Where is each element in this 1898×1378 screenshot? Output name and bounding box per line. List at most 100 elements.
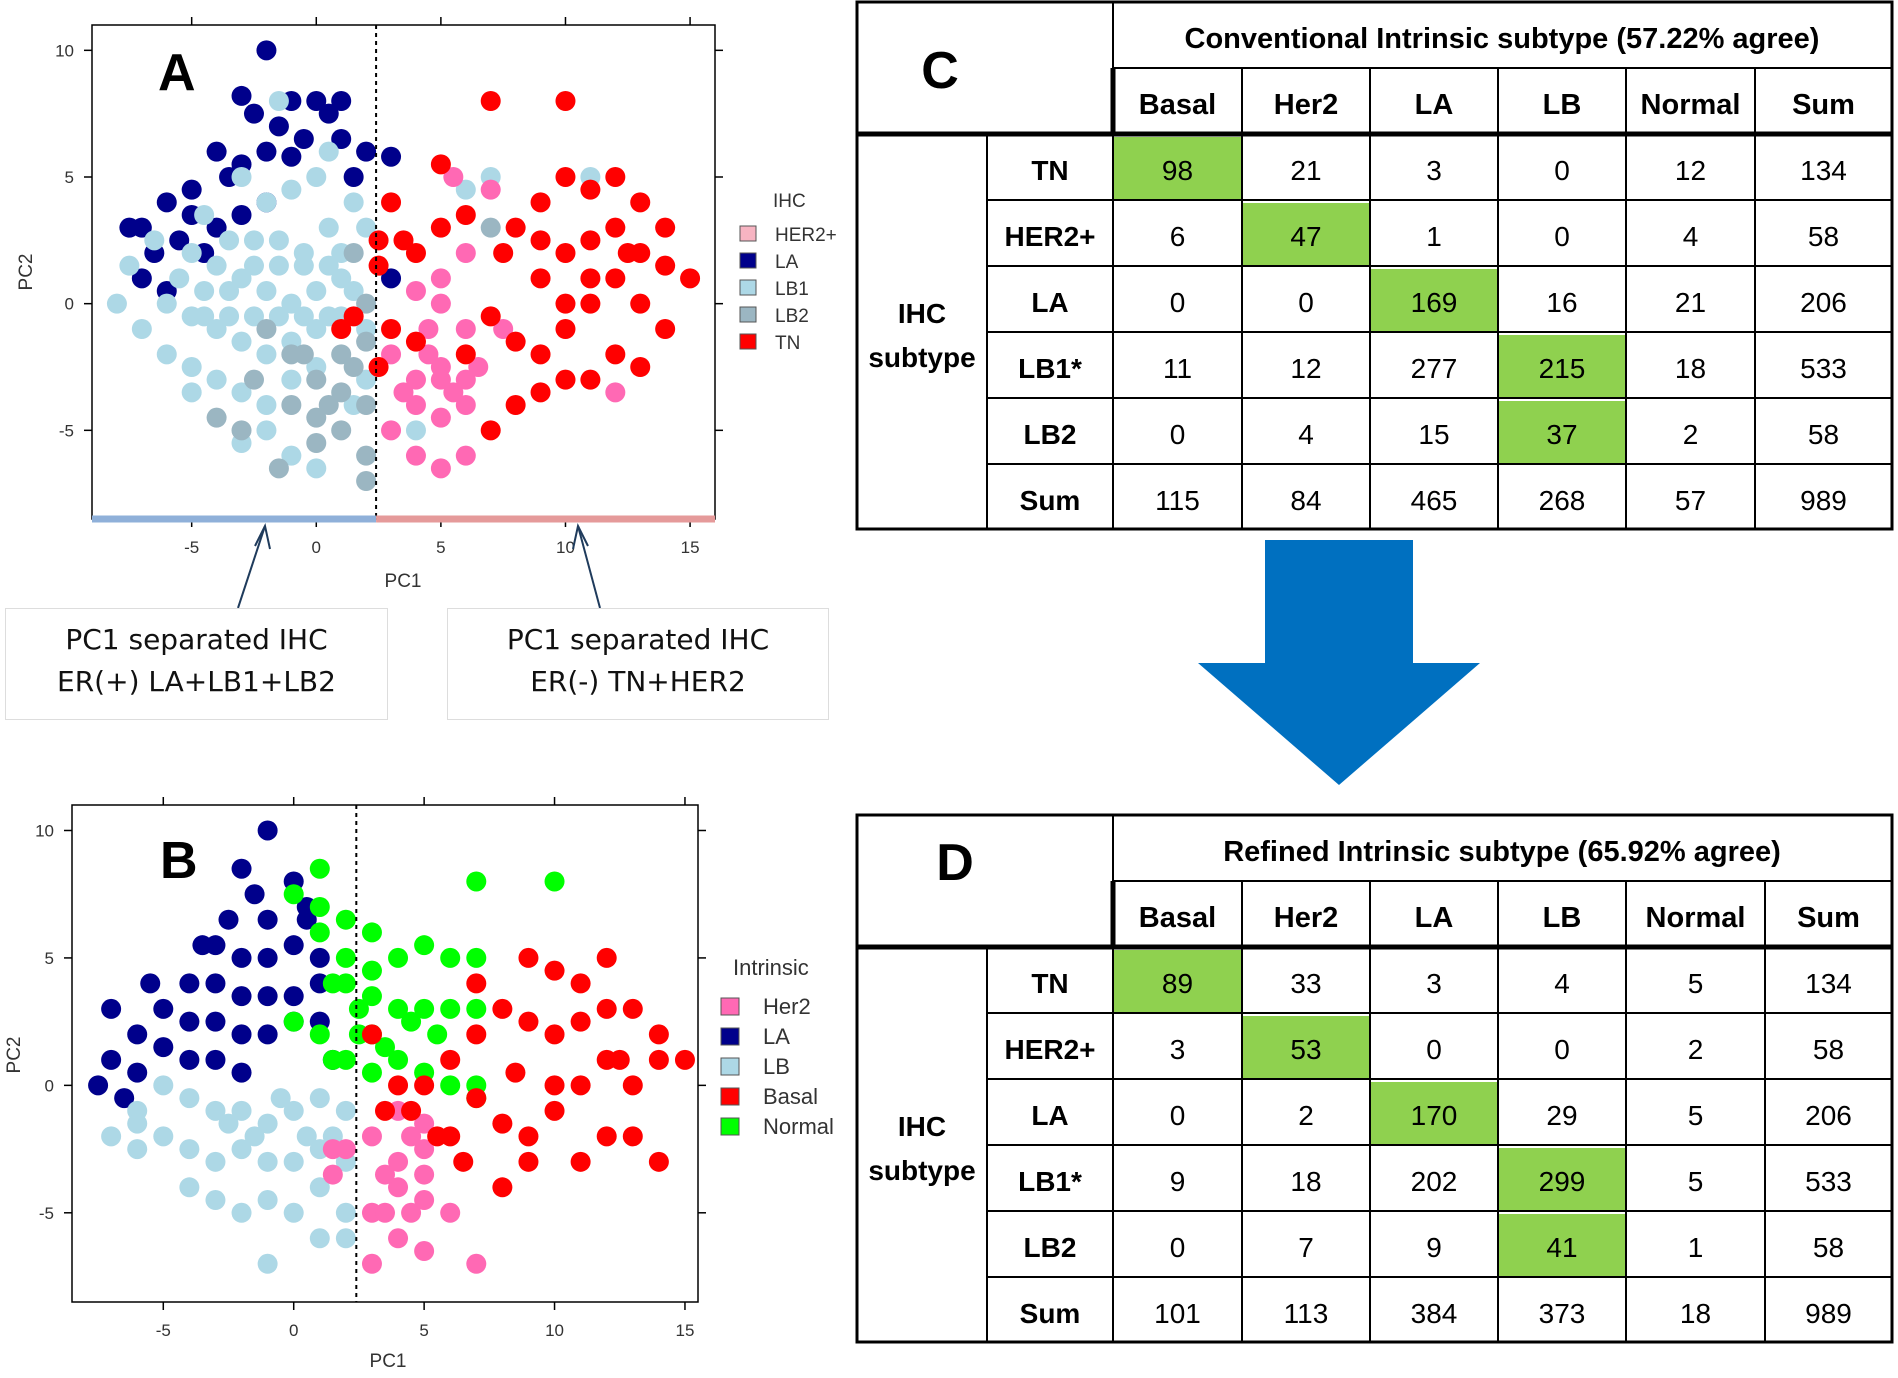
point-tn-46 [580,268,601,289]
x-tick-label-2: 5 [436,538,445,557]
panel-a-legend-swatch-la [739,252,757,269]
td-cell-2-5: 206 [1805,1100,1852,1131]
point-lb-33 [296,1126,317,1147]
point-lb-20 [205,1190,226,1211]
point-la-9 [257,947,278,968]
point-lb1-18 [256,344,277,365]
point-her2plus-12 [430,458,451,479]
point-normal-14 [348,998,369,1019]
point-lb1-45 [306,458,327,479]
td-cell-4-0: 0 [1170,1232,1186,1263]
x-tick-label-4: 15 [681,538,700,557]
point-normal-3 [283,884,304,905]
point-normal-5 [335,909,356,930]
panel-b-legend-label-lb: LB [763,1054,790,1079]
point-lb1-7 [181,243,202,263]
panel-b-legend-swatch-basal [720,1087,740,1106]
tc-highlight-cell-0-0 [1114,137,1241,201]
point-her2plus-3 [455,369,476,390]
point-la-5 [257,909,278,930]
point-basal-18 [622,1126,643,1147]
tc-row-label-3: LB1* [1018,353,1082,384]
y-tick-label-2: 5 [65,168,74,187]
point-la-25 [127,1024,148,1045]
point-her2plus-10 [381,420,402,441]
point-normal-6 [361,922,382,943]
point-lb1-20 [306,319,327,339]
point-la-27 [179,1049,200,1070]
td-cell-4-1: 7 [1298,1232,1314,1263]
panel-b-legend: Her2 LA LB Basal Normal [720,994,834,1139]
point-la-37 [192,935,213,956]
point-tn-44 [630,357,651,377]
tc-cell-1-2: 1 [1426,221,1442,252]
point-lb1-26 [231,382,252,403]
point-lb1-24 [181,357,202,377]
point-her2plus-0 [381,344,402,365]
td-row-label-3: LB1* [1018,1166,1082,1197]
tc-cell-3-2: 277 [1411,353,1458,384]
point-normal-25 [440,1075,461,1096]
td-cell-0-3: 4 [1554,968,1570,999]
table-d: D Refined Intrinsic subtype (65.92% agre… [855,813,1894,1344]
point-lb2-6 [306,407,327,428]
point-lb1-54 [219,306,240,327]
point-her2-8 [388,1228,409,1249]
point-her2-18 [401,1202,422,1223]
point-la-29 [343,167,364,187]
point-normal-8 [361,960,382,981]
point-basal-15 [544,1024,565,1045]
point-lb2-15 [343,243,364,263]
point-la-30 [181,179,202,200]
point-her2plus-16 [405,281,426,301]
tc-cell-5-4: 57 [1675,485,1706,516]
point-tn-41 [555,369,576,390]
td-cell-2-4: 5 [1688,1100,1704,1131]
tc-cell-1-0: 6 [1170,221,1186,252]
panel-b-legend-swatch-her2 [720,997,740,1016]
point-her2-11 [466,1253,487,1274]
y-tick-label-3: 10 [55,41,74,60]
point-her2-10 [361,1253,382,1274]
tc-cell-2-2: 169 [1411,287,1458,318]
tc-cell-2-0: 0 [1170,287,1186,318]
tc-cell-0-5: 134 [1800,155,1847,186]
point-normal-16 [388,998,409,1019]
point-her2plus-6 [455,395,476,415]
y-tick-label-1: 0 [45,1076,54,1095]
point-tn-42 [405,331,426,352]
tc-highlight-cell-1-1 [1243,203,1369,267]
point-tn-8 [455,205,476,225]
panel-b-points [88,820,695,1274]
x-tick-label-3: 10 [545,1321,564,1340]
panel-b-legend-swatch-normal [720,1117,740,1136]
point-her2plus-21 [605,382,626,403]
point-lb1-6 [343,192,364,213]
tc-cell-0-4: 12 [1675,155,1706,186]
point-lb1-14 [156,293,177,314]
point-la-26 [381,268,402,289]
table-c-title: Conventional Intrinsic subtype (57.22% a… [1185,23,1820,55]
point-lb-13 [257,1151,278,1172]
panel-b-legend-title: Intrinsic [733,955,809,980]
td-cell-1-4: 2 [1688,1034,1704,1065]
tc-cell-0-0: 98 [1162,155,1193,186]
tc-cell-1-4: 4 [1683,221,1699,252]
point-tn-10 [505,217,526,238]
point-tn-37 [343,306,364,327]
right-callout-arrowhead [572,523,589,550]
x-tick-label-2: 5 [419,1321,428,1340]
td-cell-0-1: 33 [1290,968,1321,999]
point-lb-0 [153,1075,174,1096]
table-c: C Conventional Intrinsic subtype (57.22%… [855,0,1894,531]
table-d-row-group-line2: subtype [868,1155,975,1186]
panel-a-points [106,40,701,491]
point-basal-3 [596,947,617,968]
td-col-header-4: Normal [1646,902,1746,934]
y-tick-label-2: 5 [45,949,54,968]
point-lb-31 [218,1113,239,1134]
point-normal-7 [335,947,356,968]
point-lb-25 [335,1202,356,1223]
point-basal-21 [570,1151,591,1172]
